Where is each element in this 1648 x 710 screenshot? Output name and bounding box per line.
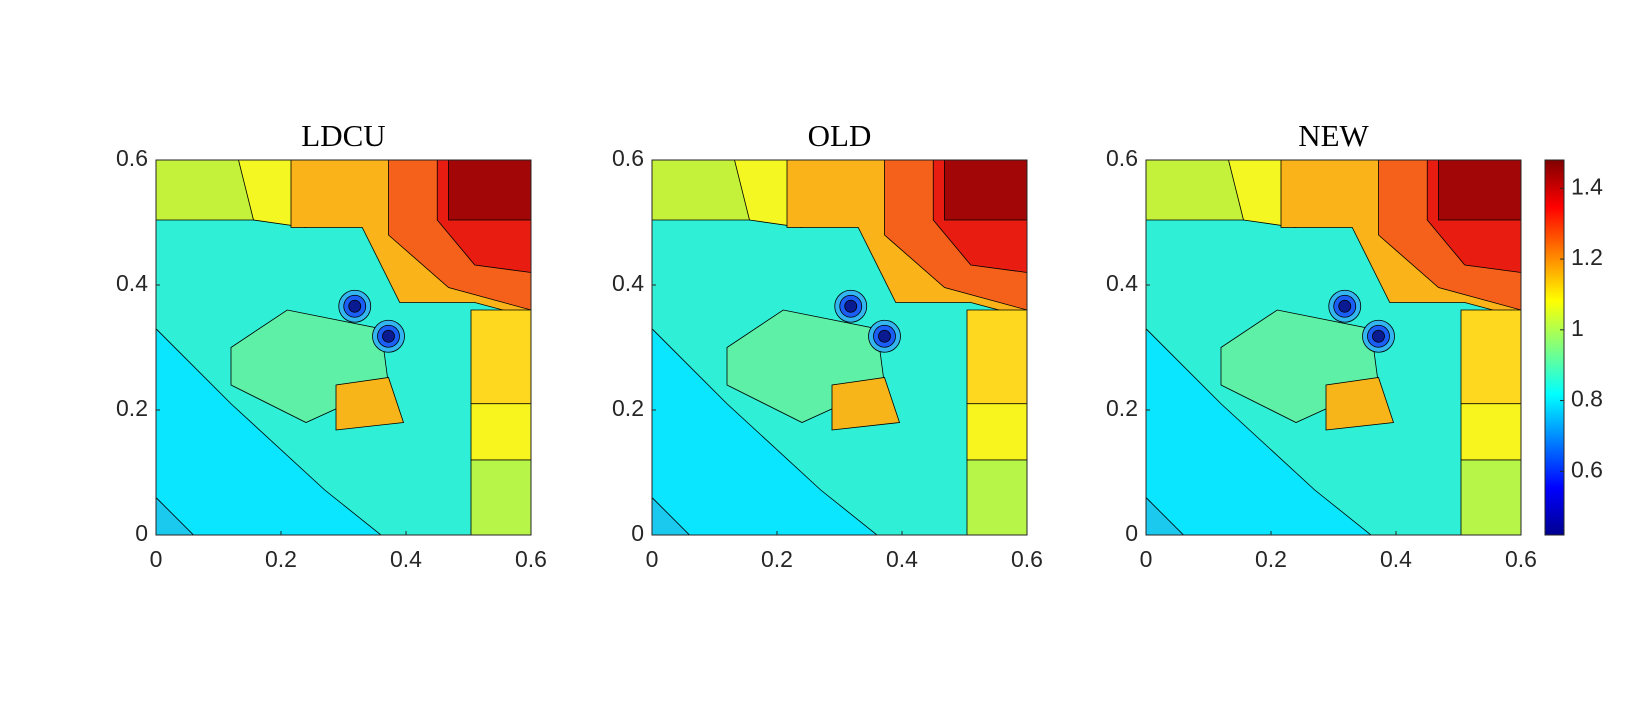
- y-tick-label: 0.6: [116, 145, 148, 171]
- contour-region: [1146, 496, 1185, 535]
- y-tick-label: 0: [1125, 520, 1138, 546]
- colorbar-tick-label: 1.2: [1571, 244, 1603, 270]
- contour-region: [652, 496, 691, 535]
- y-tick-label: 0: [631, 520, 644, 546]
- contour-region: [1460, 403, 1521, 461]
- plot-title: OLD: [808, 118, 872, 153]
- vortex: [1372, 329, 1385, 343]
- x-tick-label: 0.4: [1380, 546, 1412, 572]
- x-tick-label: 0: [150, 546, 163, 572]
- contour-region: [1146, 328, 1372, 535]
- contour-region: [1460, 309, 1521, 405]
- vortex: [844, 299, 858, 313]
- x-tick-label: 0.6: [515, 546, 547, 572]
- vortex: [1338, 299, 1352, 313]
- x-tick-label: 0.6: [1011, 546, 1043, 572]
- contour-region: [448, 160, 531, 221]
- contour-region: [1460, 459, 1521, 535]
- y-tick-label: 0: [135, 520, 148, 546]
- colorbar: [1544, 159, 1565, 536]
- x-tick-label: 0.4: [390, 546, 422, 572]
- contour-region: [966, 459, 1027, 535]
- y-tick-label: 0.4: [612, 270, 644, 296]
- contour-region: [734, 160, 803, 228]
- colorbar-tick-label: 0.8: [1571, 386, 1603, 412]
- x-tick-label: 0.6: [1505, 546, 1537, 572]
- x-tick-label: 0.2: [265, 546, 297, 572]
- x-tick-label: 0.4: [886, 546, 918, 572]
- x-tick-label: 0.2: [761, 546, 793, 572]
- contour-region: [944, 160, 1027, 221]
- colorbar-tick-label: 0.6: [1571, 456, 1603, 482]
- vortex: [382, 329, 395, 343]
- contour-region: [652, 328, 878, 535]
- contour-region: [966, 403, 1027, 461]
- contour-region: [1325, 377, 1395, 431]
- y-tick-label: 0.2: [116, 395, 148, 421]
- contour-region: [1438, 160, 1521, 221]
- contour-field: [156, 160, 531, 535]
- contour-region: [1228, 160, 1297, 228]
- x-tick-label: 0: [646, 546, 659, 572]
- contour-region: [335, 377, 405, 431]
- contour-region: [238, 160, 307, 228]
- contour-region: [470, 403, 531, 461]
- colorbar-tick-label: 1.4: [1571, 173, 1603, 199]
- contour-region: [966, 309, 1027, 405]
- plot-frame: [651, 159, 1028, 536]
- contour-field: [652, 160, 1027, 535]
- contour-region: [470, 459, 531, 535]
- y-tick-label: 0.4: [116, 270, 148, 296]
- plot-title: LDCU: [301, 118, 385, 153]
- y-tick-label: 0.4: [1106, 270, 1138, 296]
- plot-frame: [1145, 159, 1522, 536]
- colorbar-tick-label: 1: [1571, 315, 1584, 341]
- contour-region: [156, 328, 382, 535]
- y-tick-label: 0.2: [1106, 395, 1138, 421]
- contour-region: [470, 309, 531, 405]
- vortex: [878, 329, 891, 343]
- vortex: [348, 299, 362, 313]
- plot-title: NEW: [1298, 118, 1369, 153]
- y-tick-label: 0.6: [1106, 145, 1138, 171]
- y-tick-label: 0.2: [612, 395, 644, 421]
- plot-frame: [155, 159, 532, 536]
- contour-field: [1146, 160, 1521, 535]
- y-tick-label: 0.6: [612, 145, 644, 171]
- x-tick-label: 0.2: [1255, 546, 1287, 572]
- x-tick-label: 0: [1140, 546, 1153, 572]
- contour-region: [831, 377, 901, 431]
- contour-region: [156, 496, 195, 535]
